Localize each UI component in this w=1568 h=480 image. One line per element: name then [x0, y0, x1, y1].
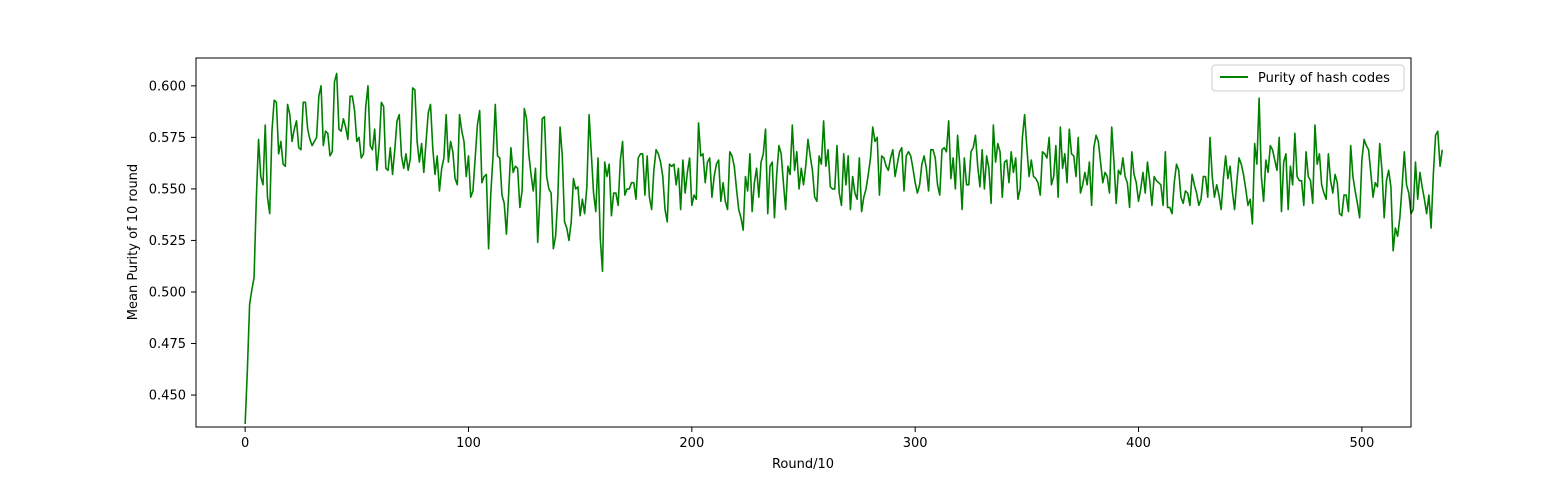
y-tick-label: 0.575 — [149, 131, 186, 146]
legend-label: Purity of hash codes — [1258, 71, 1390, 86]
x-tick-label: 200 — [679, 436, 704, 451]
plot-frame — [195, 57, 1412, 428]
y-axis-label: Mean Purity of 10 round — [126, 164, 141, 320]
y-tick-label: 0.475 — [149, 337, 186, 352]
y-tick-label: 0.525 — [149, 234, 186, 249]
y-axis-ticks: 0.450 0.475 0.500 0.525 0.550 0.575 0.600 — [149, 79, 196, 404]
legend: Purity of hash codes — [1211, 64, 1405, 92]
x-tick-label: 500 — [1349, 436, 1374, 451]
x-tick-label: 100 — [456, 436, 481, 451]
y-tick-label: 0.550 — [149, 182, 186, 197]
x-tick-label: 300 — [903, 436, 928, 451]
x-tick-label: 0 — [241, 436, 249, 451]
series-line-0 — [244, 72, 1444, 424]
x-tick-label: 400 — [1126, 436, 1151, 451]
series-layer — [244, 72, 1444, 424]
y-tick-label: 0.500 — [149, 285, 186, 300]
legend-box — [1211, 64, 1405, 92]
x-axis-label: Round/10 — [772, 457, 834, 472]
x-axis-ticks: 0 100 200 300 400 500 — [241, 427, 1374, 451]
y-tick-label: 0.450 — [149, 389, 186, 404]
y-tick-label: 0.600 — [149, 79, 186, 94]
